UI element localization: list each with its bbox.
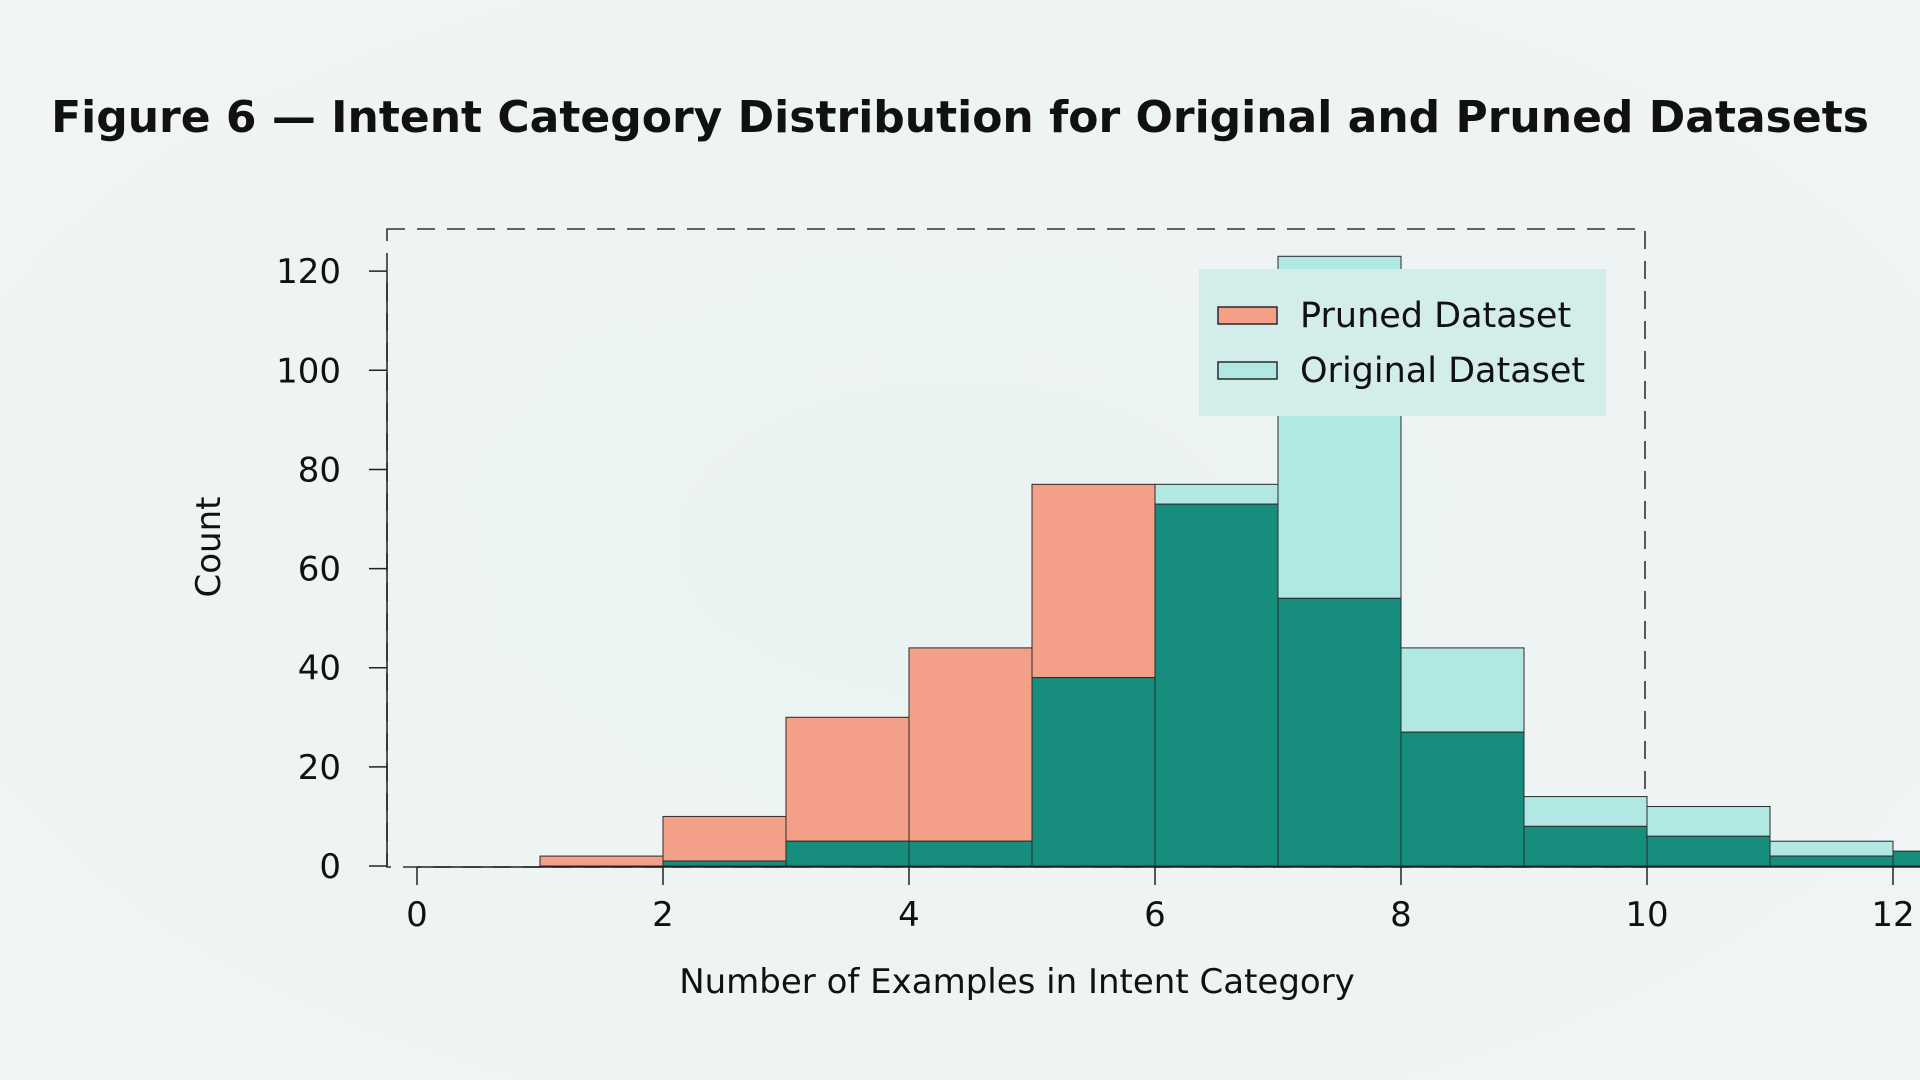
overlap-bar-2 (662, 860, 787, 867)
overlap-bar-4 (908, 840, 1033, 867)
y-axis: 0 20 40 60 80 100 120 (276, 252, 388, 887)
chart-title: Figure 6 — Intent Category Distribution … (51, 92, 1869, 143)
y-axis-label: Count (189, 497, 229, 598)
overlap-bar-10 (1646, 835, 1771, 867)
x-tick-label: 6 (1144, 895, 1166, 935)
original-excess-bar-10 (1646, 806, 1771, 837)
x-axis-label: Number of Examples in Intent Category (679, 962, 1355, 1002)
x-tick-label: 4 (898, 895, 920, 935)
legend-label-pruned: Pruned Dataset (1300, 296, 1571, 336)
x-tick-label: 12 (1871, 895, 1914, 935)
original-excess-bar-6 (1154, 483, 1279, 505)
legend-background (1199, 269, 1606, 416)
original-excess-bar-9 (1523, 796, 1648, 827)
y-tick-label: 60 (298, 550, 341, 590)
pruned-excess-bar-5 (1031, 483, 1156, 679)
pruned-excess-bar-4 (908, 647, 1033, 842)
x-tick-label: 0 (406, 895, 428, 935)
x-tick-label: 10 (1625, 895, 1668, 935)
legend-swatch-pruned (1217, 306, 1278, 325)
y-tick-label: 120 (276, 252, 341, 292)
overlap-bar-3 (785, 840, 910, 867)
overlap-bar-8 (1400, 731, 1525, 867)
overlap-bar-7 (1277, 597, 1402, 867)
overlap-bar-6 (1154, 503, 1279, 867)
overlap-bar-11 (1769, 855, 1894, 867)
x-axis: 024681012141618 (406, 866, 1920, 935)
y-tick-label: 20 (298, 748, 341, 788)
y-tick-label: 100 (276, 351, 341, 391)
y-tick-label: 40 (298, 649, 341, 689)
legend: Pruned Dataset Original Dataset (1199, 269, 1606, 416)
legend-label-original: Original Dataset (1300, 351, 1585, 391)
x-tick-label: 8 (1390, 895, 1412, 935)
overlap-bar-9 (1523, 825, 1648, 867)
bars-group (539, 255, 1920, 867)
x-tick-label: 2 (652, 895, 674, 935)
pruned-excess-bar-2 (662, 815, 787, 862)
pruned-excess-bar-1 (539, 855, 664, 867)
original-excess-bar-8 (1400, 647, 1525, 733)
y-tick-label: 0 (319, 847, 341, 887)
original-excess-bar-11 (1769, 840, 1894, 857)
legend-swatch-original (1217, 361, 1278, 380)
overlap-bar-5 (1031, 677, 1156, 867)
y-tick-label: 80 (298, 450, 341, 490)
pruned-excess-bar-3 (785, 716, 910, 842)
overlap-bar-12 (1892, 850, 1920, 867)
